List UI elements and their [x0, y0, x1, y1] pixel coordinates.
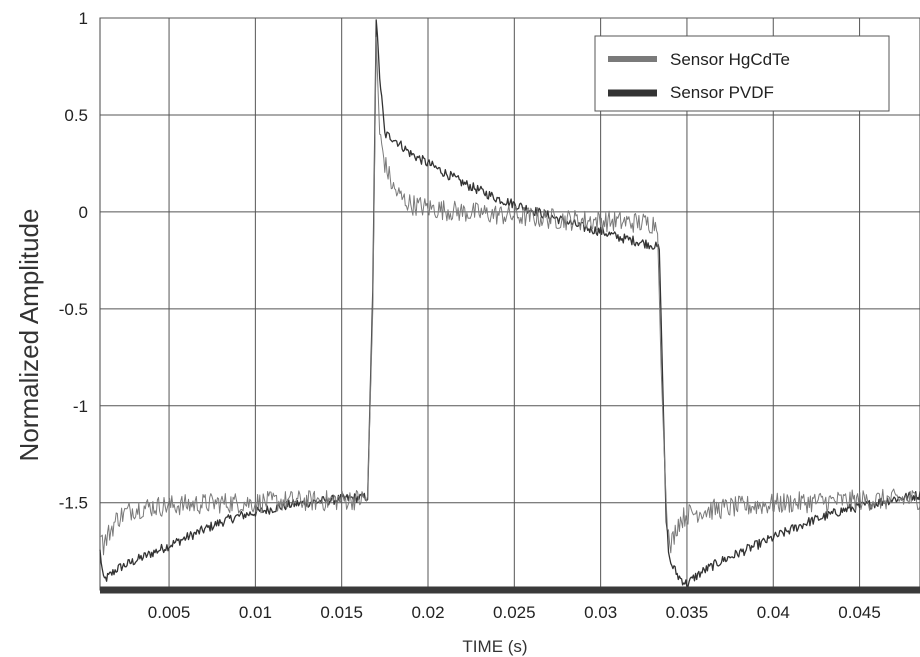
legend-box — [594, 35, 890, 112]
y-tick-labels: 1 0.5 0 -0.5 -1 -1.5 — [59, 9, 88, 513]
x-tick-label: 0.015 — [320, 603, 363, 622]
series-line-hgcdte — [99, 36, 920, 556]
y-tick-label: -1 — [73, 397, 88, 416]
x-tick-labels: 0.005 0.01 0.015 0.02 0.025 0.03 0.035 0.04 0.04… — [148, 603, 881, 622]
y-tick-label: -0.5 — [59, 300, 88, 319]
x-tick-label: 0.025 — [493, 603, 536, 622]
legend: Sensor HgCdTe Sensor PVDF — [594, 35, 890, 112]
x-tick-label: 0.03 — [584, 603, 617, 622]
x-tick-label: 0.01 — [239, 603, 272, 622]
series-layer — [99, 19, 920, 588]
legend-label-hgcdte: Sensor HgCdTe — [670, 50, 790, 69]
series-line-pvdf — [99, 19, 920, 588]
y-tick-label: 1 — [79, 9, 88, 28]
x-tick-label: 0.04 — [757, 603, 790, 622]
y-tick-label: 0 — [79, 203, 88, 222]
x-tick-label: 0.045 — [838, 603, 881, 622]
y-tick-label: -1.5 — [59, 494, 88, 513]
x-tick-label: 0.005 — [148, 603, 191, 622]
y-tick-label: 0.5 — [64, 106, 88, 125]
x-tick-label: 0.035 — [666, 603, 709, 622]
x-tick-label: 0.02 — [411, 603, 444, 622]
legend-label-pvdf: Sensor PVDF — [670, 83, 774, 102]
y-axis-label: Normalized Amplitude — [14, 209, 44, 462]
x-axis-label: TIME (s) — [462, 637, 527, 656]
